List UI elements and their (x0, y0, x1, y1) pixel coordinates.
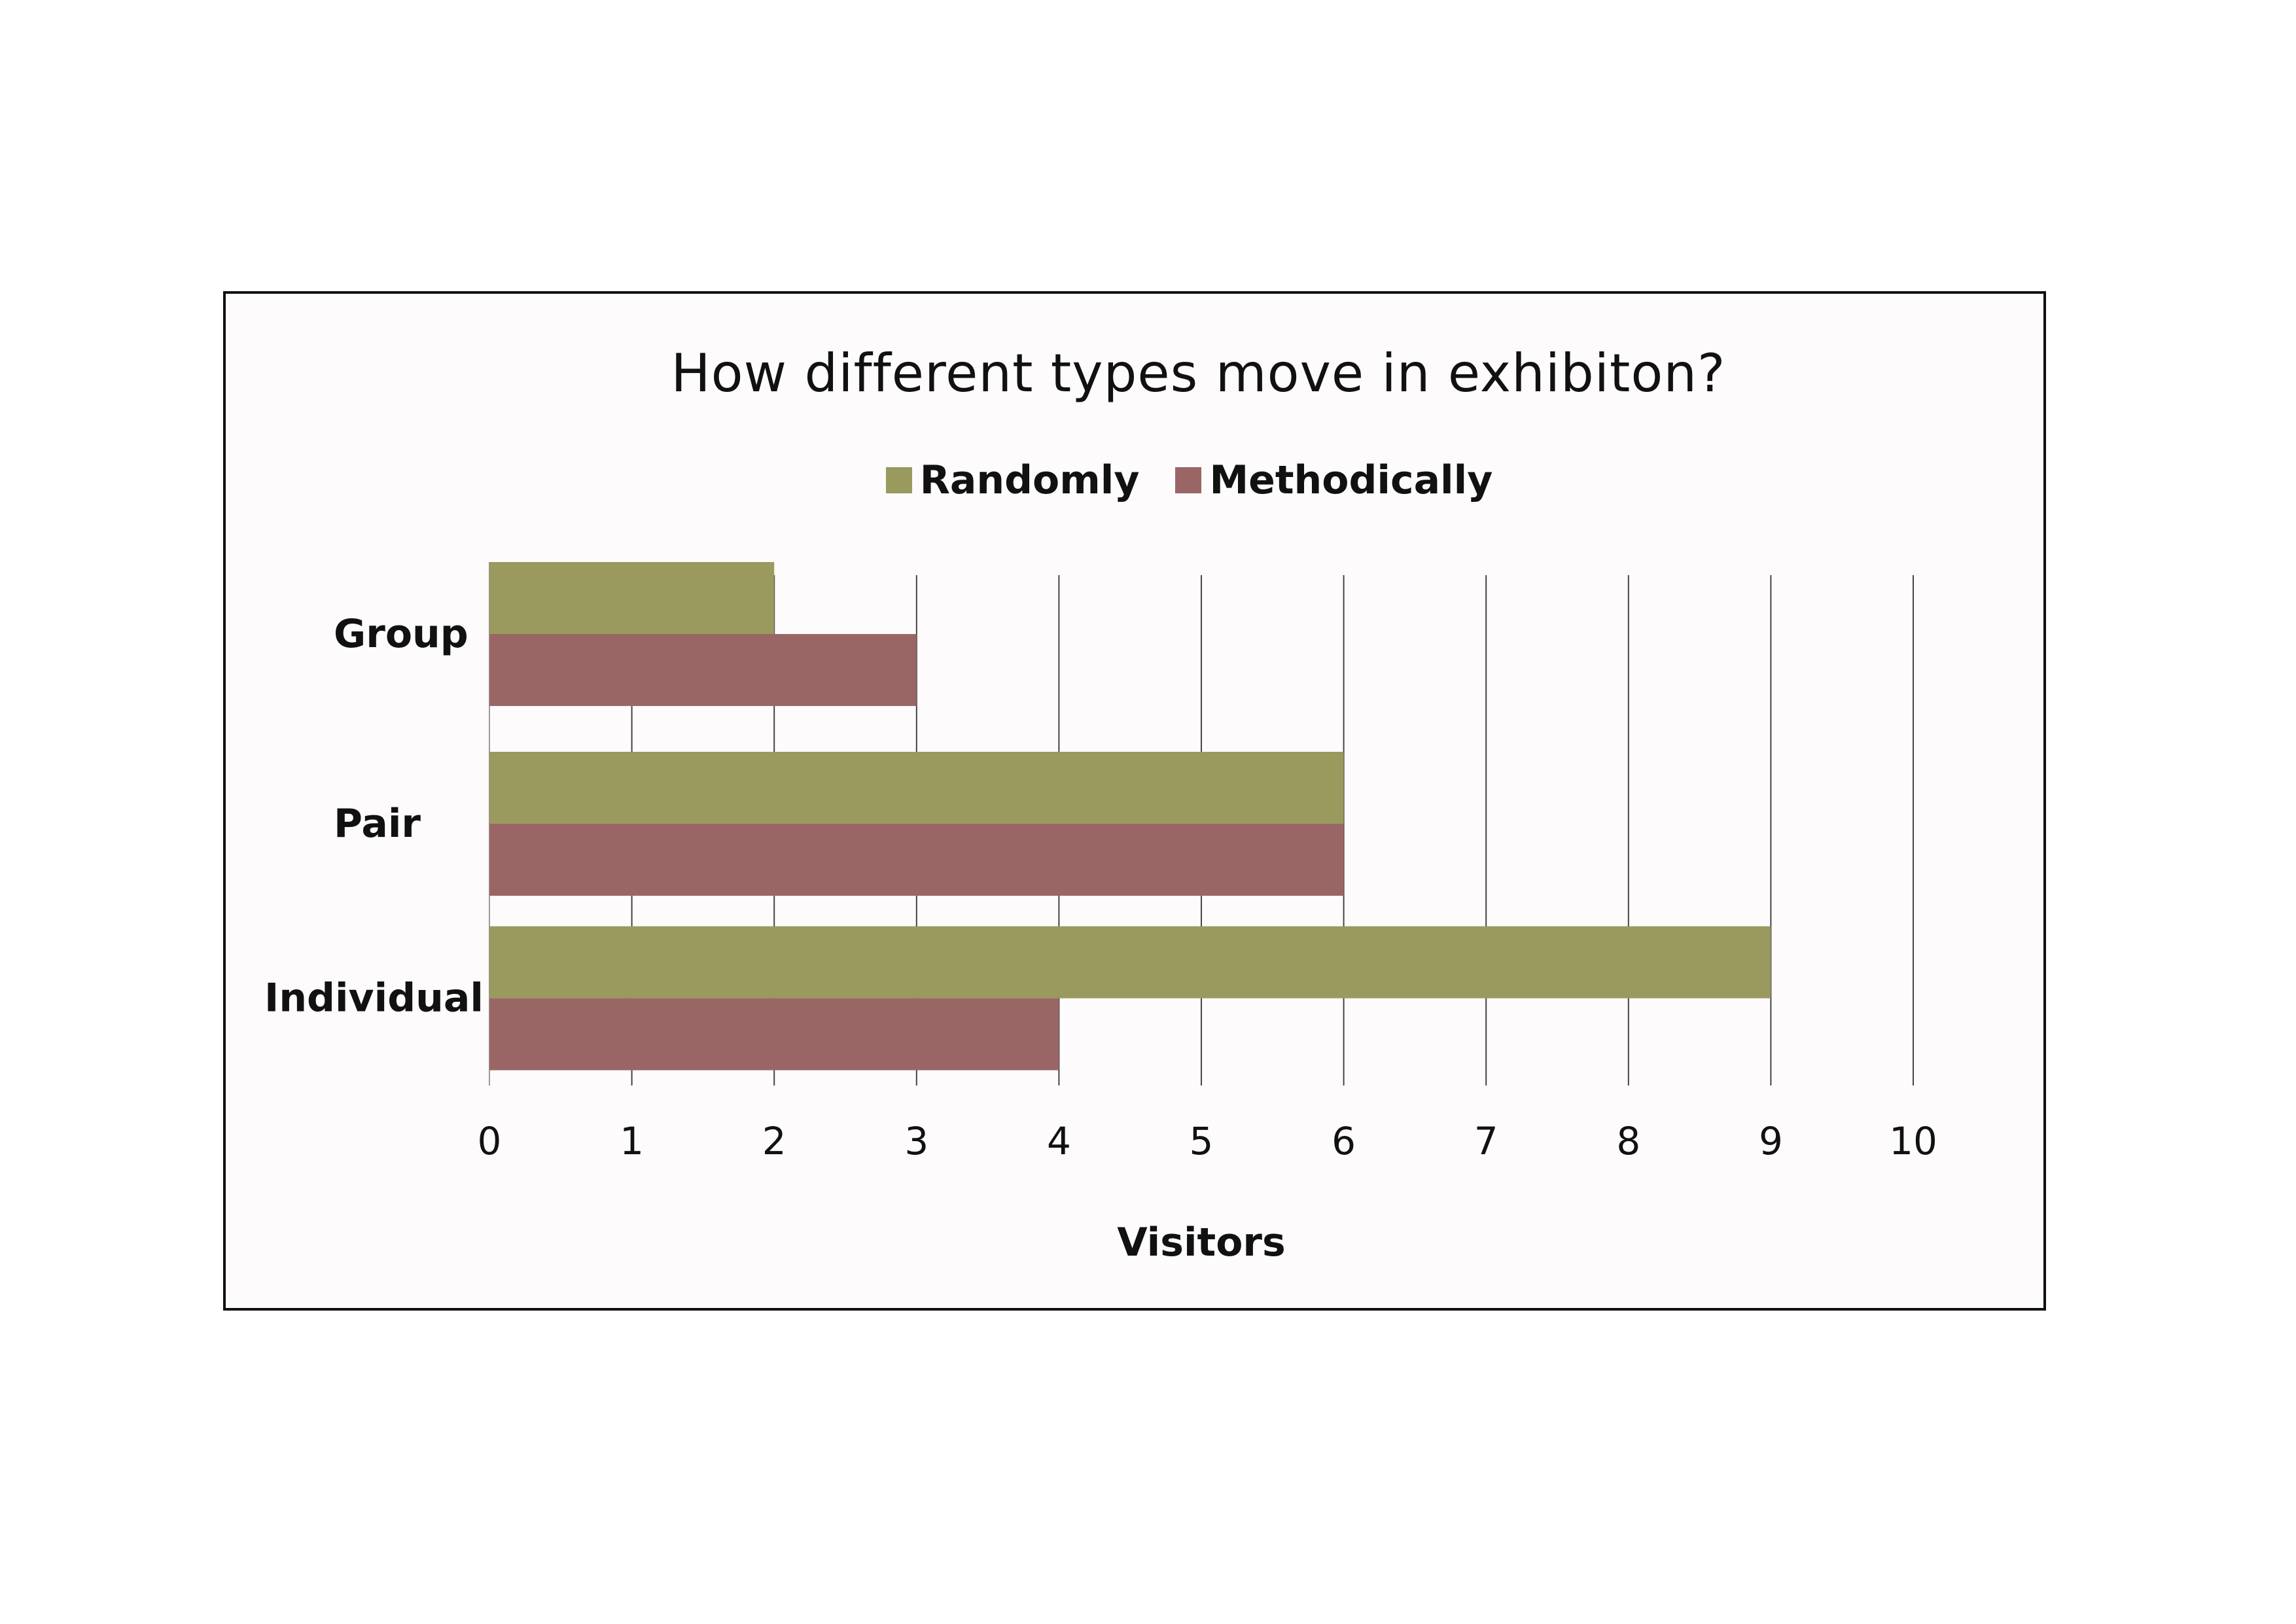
x-tick-label: 10 (1889, 1119, 1937, 1163)
x-tick-label: 4 (1047, 1119, 1071, 1163)
legend-item-methodically: Methodically (1175, 457, 1492, 503)
category-label-individual: Individual (264, 976, 484, 1021)
plot-area: Group Pair Individual 0 1 2 3 4 5 6 7 8 9 10 Visitor… (264, 562, 1937, 1265)
category-label-pair: Pair (334, 801, 421, 847)
bar-individual-randomly (489, 926, 1771, 998)
bar-group-randomly (489, 562, 775, 634)
x-tick-label: 8 (1616, 1119, 1640, 1163)
category-labels: Group Pair Individual (264, 611, 484, 1021)
x-tick-label: 3 (904, 1119, 928, 1163)
legend-swatch-randomly (885, 467, 912, 493)
x-tick-label: 5 (1190, 1119, 1214, 1163)
x-tick-label: 6 (1332, 1119, 1356, 1163)
x-tick-labels: 0 1 2 3 4 5 6 7 8 9 10 (478, 1119, 1937, 1163)
legend-item-randomly: Randomly (885, 457, 1140, 503)
bar-pair-methodically (489, 824, 1344, 896)
x-tick-label: 2 (762, 1119, 786, 1163)
bars (489, 562, 1771, 1070)
legend-label-methodically: Methodically (1209, 457, 1493, 503)
chart-frame: How different types move in exhibiton? R… (223, 291, 2046, 1311)
x-tick-label: 9 (1759, 1119, 1783, 1163)
bar-pair-randomly (489, 752, 1344, 824)
x-tick-label: 1 (620, 1119, 644, 1163)
legend-swatch-methodically (1175, 467, 1202, 493)
x-tick-label: 0 (478, 1119, 502, 1163)
bar-individual-methodically (489, 998, 1059, 1070)
chart-title: How different types move in exhibiton? (671, 343, 1726, 404)
x-tick-label: 7 (1474, 1119, 1498, 1163)
x-axis-label: Visitors (1117, 1220, 1285, 1265)
legend-label-randomly: Randomly (919, 457, 1140, 503)
category-label-group: Group (334, 611, 468, 657)
bar-group-methodically (489, 634, 917, 706)
legend: Randomly Methodically (226, 457, 2043, 503)
